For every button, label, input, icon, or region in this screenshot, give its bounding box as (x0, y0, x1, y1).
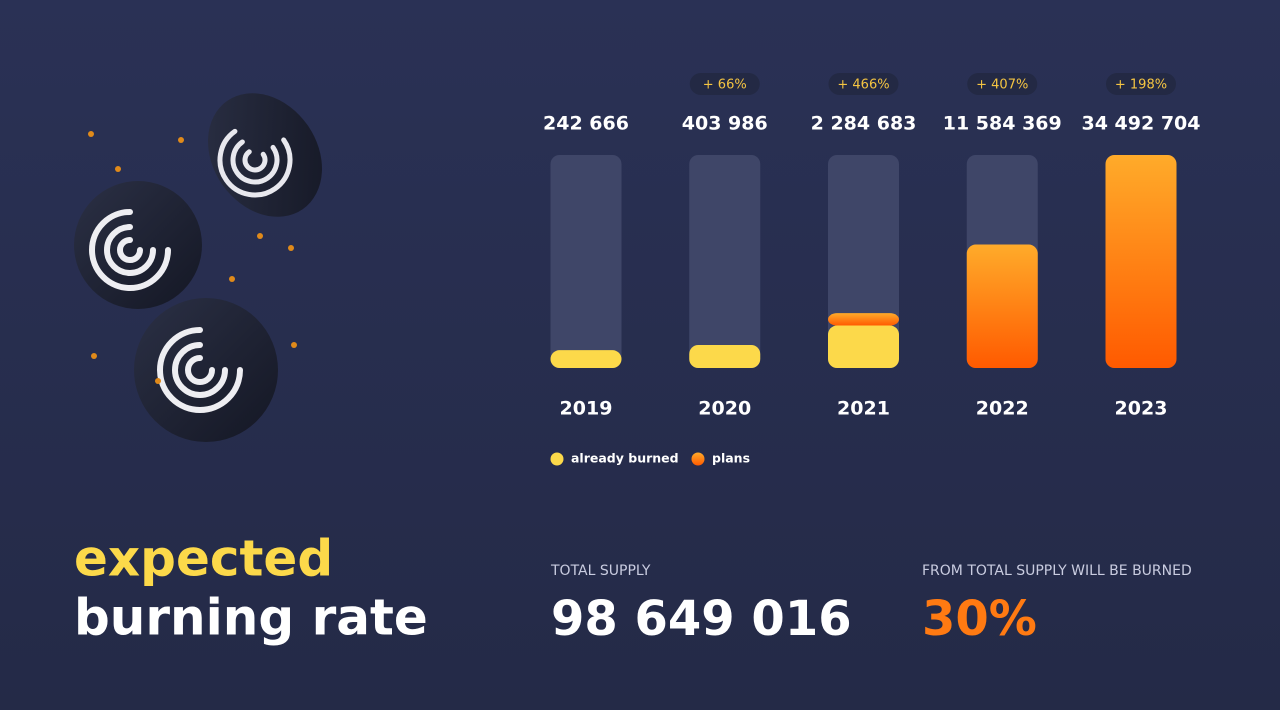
stat-value: 30% (922, 591, 1037, 647)
value-label: 242 666 (543, 113, 629, 135)
stat-label: FROM TOTAL SUPPLY WILL BE BURNED (922, 563, 1192, 579)
headline-line: expected (74, 530, 333, 588)
growth-badge (828, 73, 899, 95)
x-tick-label: 2020 (698, 398, 751, 420)
growth-badge (1106, 73, 1176, 95)
growth-label: + 66% (703, 78, 747, 93)
growth-label: + 407% (976, 78, 1028, 93)
x-tick-label: 2021 (837, 398, 890, 420)
legend-swatch (691, 452, 705, 466)
value-label: 34 492 704 (1082, 113, 1201, 135)
bar-segment (828, 313, 899, 326)
headline-line: burning rate (74, 589, 428, 647)
value-label: 11 584 369 (943, 113, 1062, 135)
growth-badge (967, 73, 1038, 95)
bar-segment (966, 244, 1038, 368)
bar-track (689, 155, 761, 368)
stat-label: TOTAL SUPPLY (550, 563, 651, 579)
x-tick-label: 2023 (1115, 398, 1168, 420)
bar-chart: 242 666 2019 403 986 + 66% 2020 2 284 683 + 46… (543, 73, 1201, 466)
x-tick-label: 2022 (976, 398, 1029, 420)
legend-swatch (550, 452, 564, 466)
x-tick-label: 2019 (560, 398, 613, 420)
bar-track (550, 155, 622, 368)
bar-segment (1105, 155, 1177, 368)
legend-label: plans (712, 451, 750, 466)
legend-label: already burned (571, 451, 679, 466)
value-label: 2 284 683 (811, 113, 917, 135)
bar-segment (550, 350, 622, 368)
bar-segment (689, 344, 761, 368)
growth-badge (689, 73, 760, 95)
stat-value: 98 649 016 (551, 591, 852, 647)
bar-segment (828, 325, 899, 368)
growth-label: + 198% (1115, 78, 1167, 93)
coins-illustration (74, 93, 322, 442)
value-label: 403 986 (682, 113, 768, 135)
growth-label: + 466% (837, 78, 889, 93)
